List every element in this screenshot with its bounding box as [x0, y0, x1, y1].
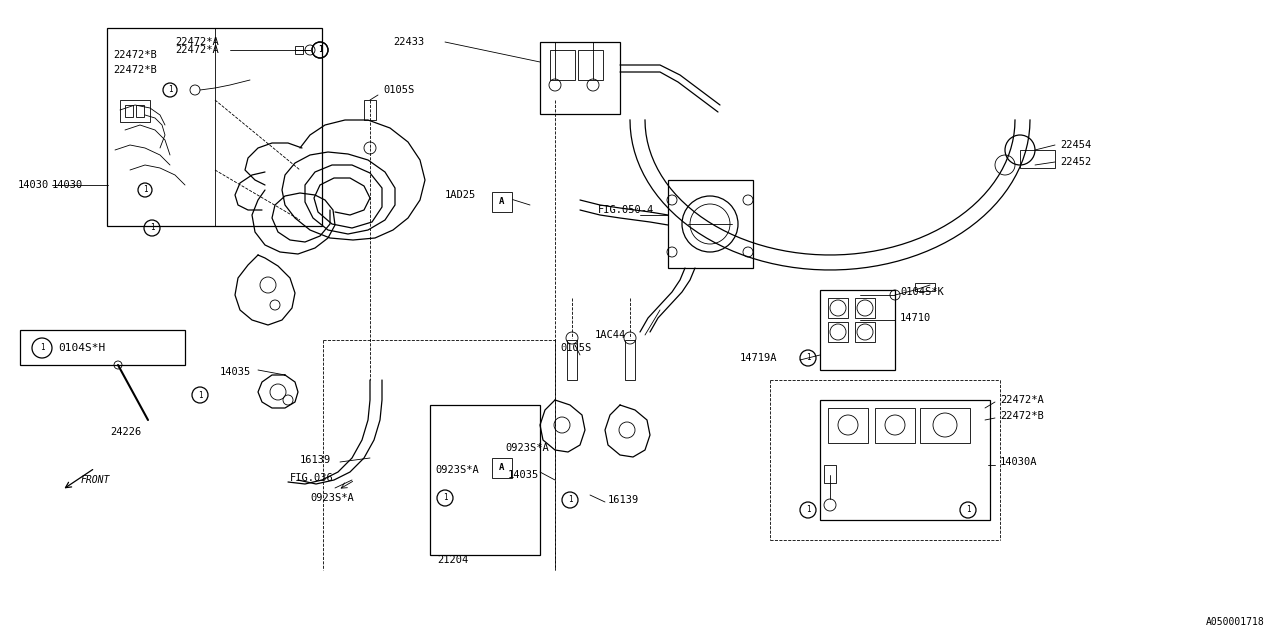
Text: 24226: 24226: [110, 427, 141, 437]
Text: 1: 1: [197, 390, 202, 399]
Bar: [1020, 150, 1055, 168]
Bar: [876, 408, 915, 443]
Text: 1: 1: [150, 223, 155, 232]
Text: 22454: 22454: [1060, 140, 1092, 150]
Text: 1: 1: [317, 45, 323, 54]
Bar: [824, 465, 836, 483]
Bar: [828, 408, 868, 443]
Text: 0104S*H: 0104S*H: [58, 343, 105, 353]
Bar: [120, 100, 150, 122]
Bar: [668, 180, 753, 268]
Bar: [920, 408, 970, 443]
Text: FIG.050-4: FIG.050-4: [598, 205, 654, 215]
Bar: [550, 50, 575, 80]
Bar: [294, 46, 303, 54]
Text: 0105S: 0105S: [561, 343, 591, 353]
Text: 1: 1: [443, 493, 447, 502]
Text: A: A: [499, 463, 504, 472]
Text: 0923S*A: 0923S*A: [435, 465, 479, 475]
Bar: [855, 298, 876, 318]
Bar: [492, 458, 512, 478]
Text: 22472*B: 22472*B: [113, 50, 156, 60]
Text: 14030: 14030: [52, 180, 83, 190]
Bar: [540, 42, 620, 114]
Bar: [108, 28, 323, 226]
Bar: [136, 105, 143, 117]
Text: 1AD25: 1AD25: [445, 190, 476, 200]
Text: 22472*B: 22472*B: [1000, 411, 1043, 421]
Bar: [820, 290, 895, 370]
Text: 21204: 21204: [436, 555, 468, 565]
Text: 22472*A: 22472*A: [1000, 395, 1043, 405]
Text: 1: 1: [142, 186, 147, 195]
Text: 22433: 22433: [393, 37, 424, 47]
Text: 14035: 14035: [508, 470, 539, 480]
Text: 22452: 22452: [1060, 157, 1092, 167]
Bar: [364, 100, 376, 120]
Text: 1: 1: [805, 353, 810, 362]
Text: 14719A: 14719A: [740, 353, 777, 363]
Text: 22472*A: 22472*A: [175, 37, 219, 47]
Text: 16139: 16139: [300, 455, 332, 465]
Bar: [20, 330, 186, 365]
Text: 1: 1: [568, 495, 572, 504]
Bar: [567, 340, 577, 380]
Text: 14710: 14710: [900, 313, 932, 323]
Text: A: A: [499, 198, 504, 207]
Bar: [820, 400, 989, 520]
Text: 0104S*K: 0104S*K: [900, 287, 943, 297]
Text: FIG.036: FIG.036: [291, 473, 334, 483]
Text: 22472*B: 22472*B: [113, 65, 156, 75]
Text: 0923S*A: 0923S*A: [506, 443, 549, 453]
Text: 1AC44: 1AC44: [595, 330, 626, 340]
Text: 1: 1: [317, 45, 323, 54]
Text: 1: 1: [805, 506, 810, 515]
Text: A050001718: A050001718: [1206, 617, 1265, 627]
Bar: [430, 405, 540, 555]
Bar: [625, 340, 635, 380]
Text: 1: 1: [40, 344, 45, 353]
Bar: [828, 298, 849, 318]
Text: 16139: 16139: [608, 495, 639, 505]
Bar: [828, 322, 849, 342]
Text: 14030: 14030: [18, 180, 49, 190]
Text: FRONT: FRONT: [81, 475, 110, 485]
Text: 0923S*A: 0923S*A: [310, 493, 353, 503]
Text: 14035: 14035: [220, 367, 251, 377]
Bar: [579, 50, 603, 80]
Text: 1: 1: [965, 506, 970, 515]
Text: 1: 1: [168, 86, 173, 95]
Text: 0105S: 0105S: [383, 85, 415, 95]
Text: 14030A: 14030A: [1000, 457, 1038, 467]
Bar: [125, 105, 133, 117]
Bar: [915, 283, 934, 291]
Bar: [855, 322, 876, 342]
Text: 22472*A: 22472*A: [175, 45, 219, 55]
Bar: [492, 192, 512, 212]
